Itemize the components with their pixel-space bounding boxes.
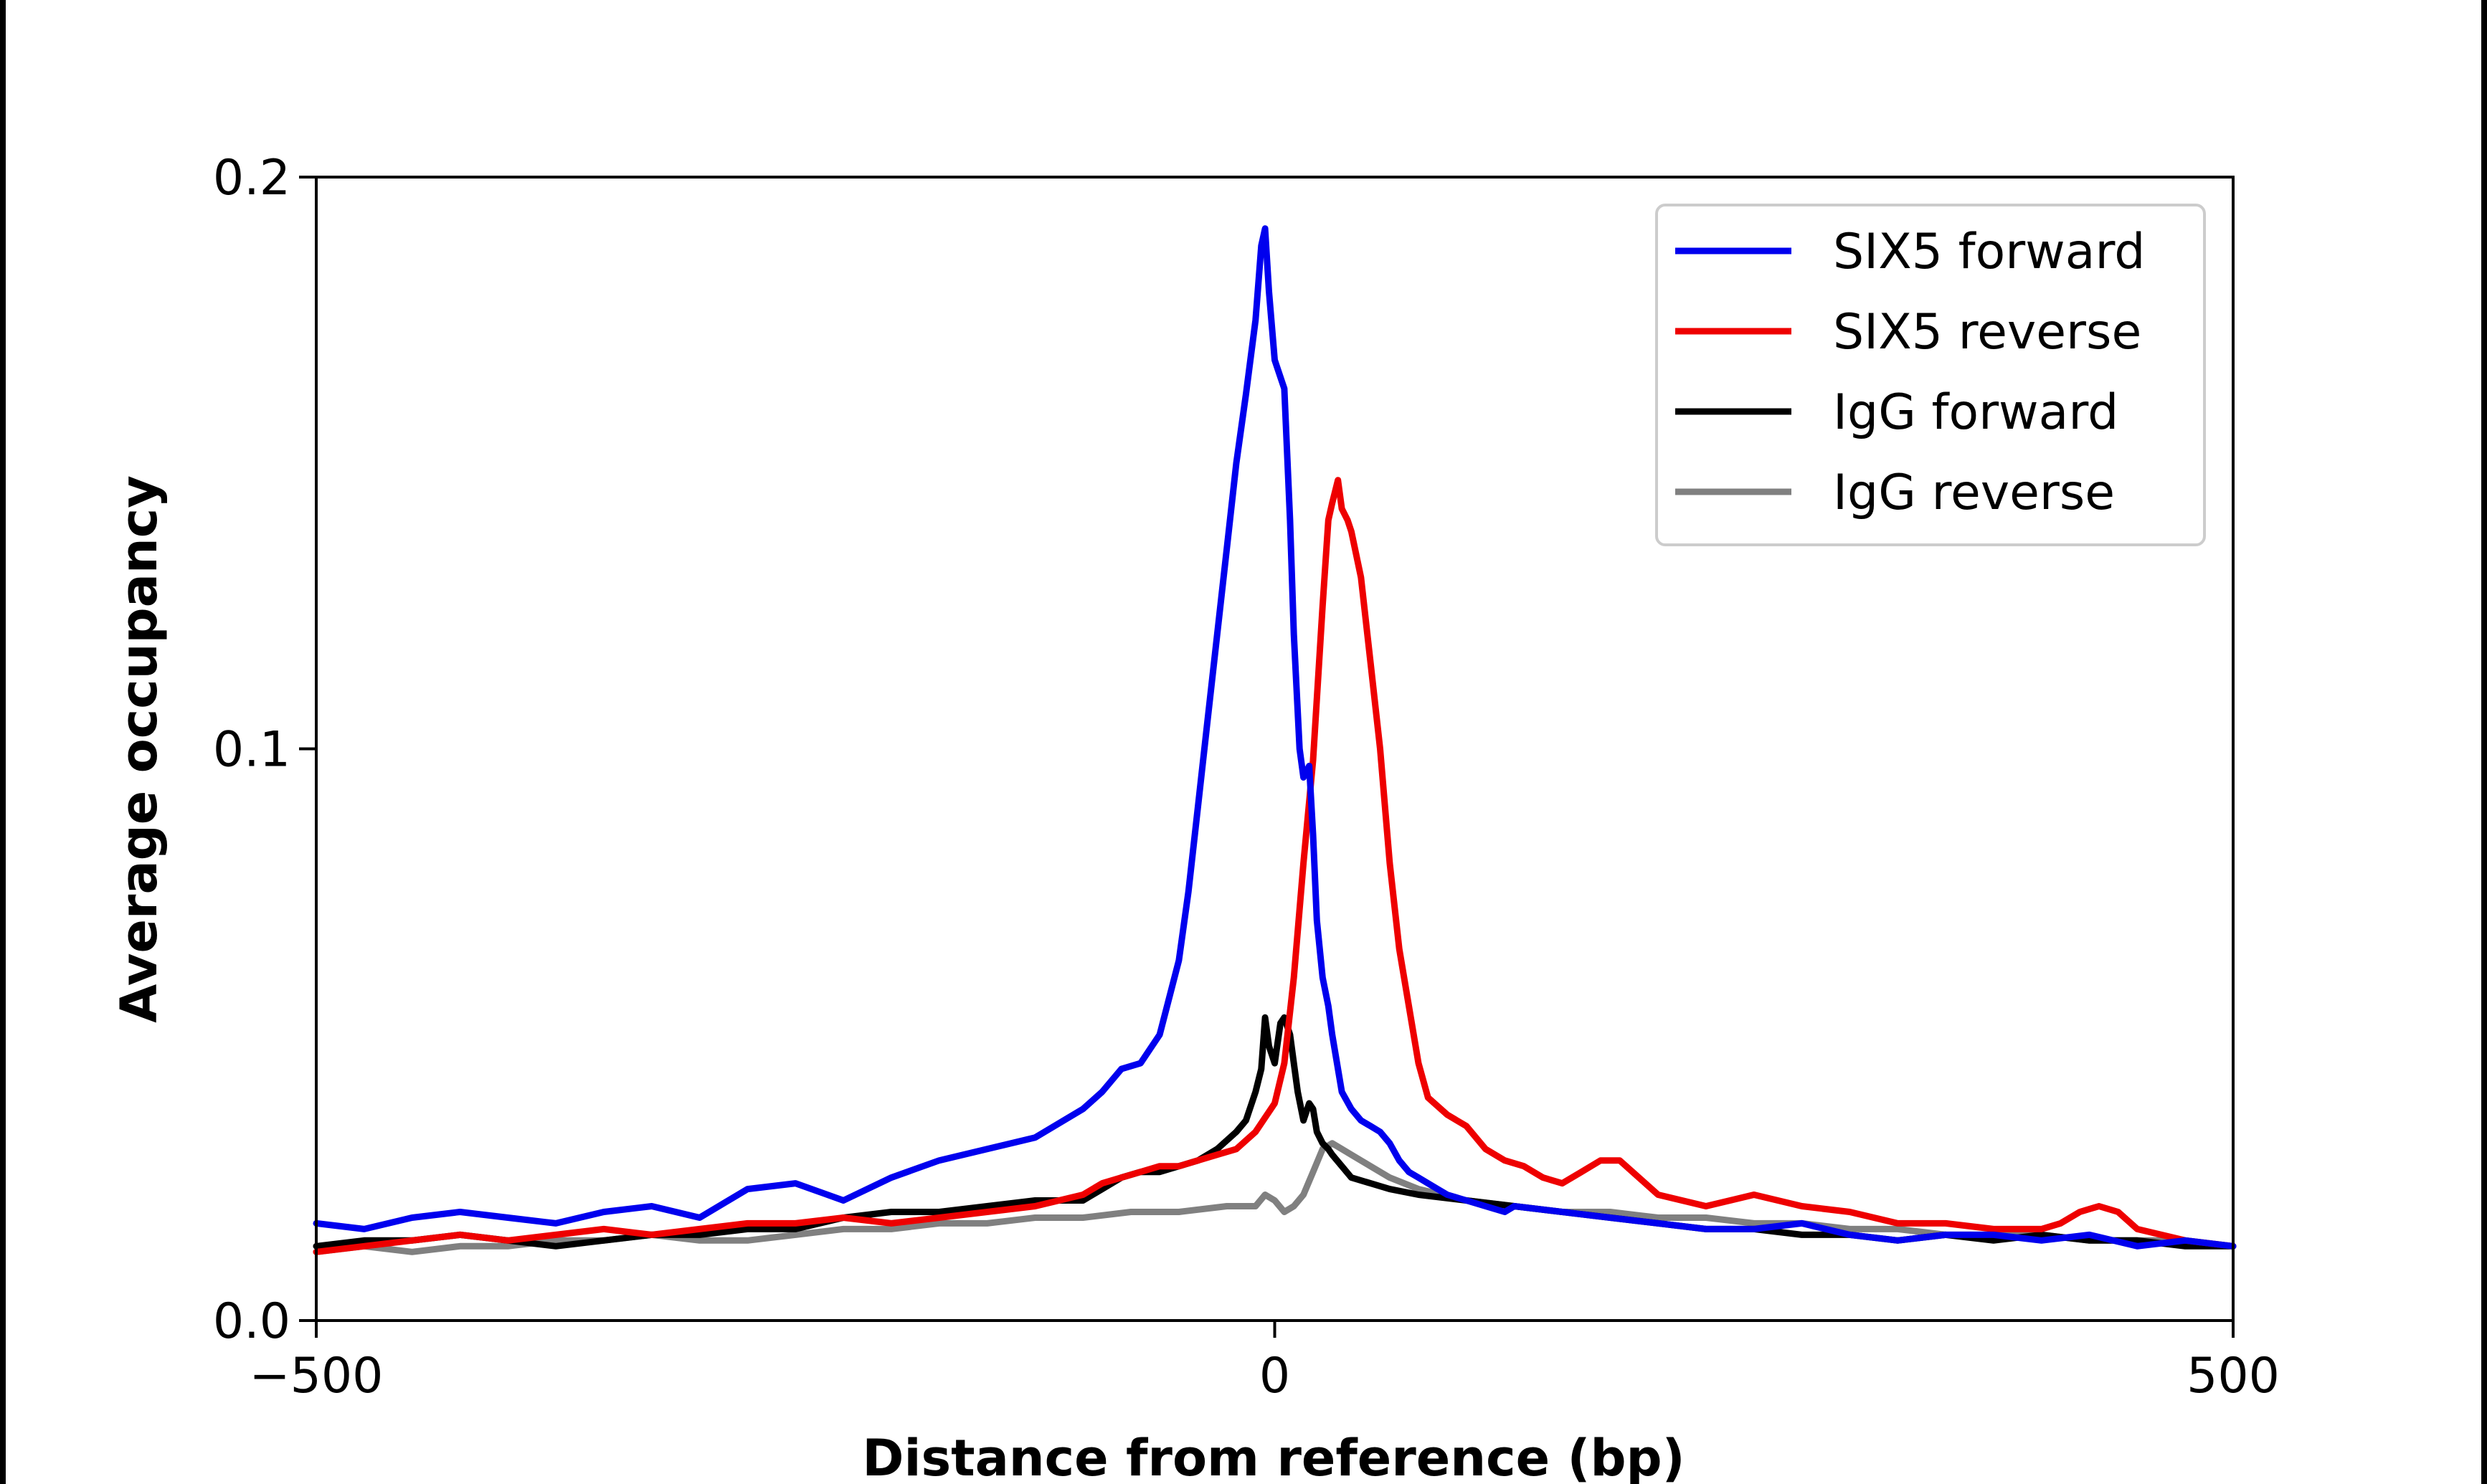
x-tick-label: 0 (1259, 1348, 1290, 1404)
legend-label: SIX5 forward (1833, 224, 2145, 280)
y-axis-label: Average occupancy (110, 475, 169, 1023)
y-tick-label: 0.0 (213, 1293, 290, 1350)
legend-box (1655, 204, 2206, 546)
y-tick-label: 0.2 (213, 150, 290, 206)
legend-label: SIX5 reverse (1833, 304, 2141, 361)
y-axis: 0.0 0.1 0.2 (213, 150, 316, 1350)
left-border (0, 0, 6, 1484)
right-border (2481, 0, 2487, 1484)
y-tick-label: 0.1 (213, 722, 290, 779)
series-line-six5-reverse (313, 477, 2237, 1255)
series-layer (313, 225, 2237, 1255)
series-line-six5-forward (313, 225, 2237, 1250)
legend-entries: SIX5 forward SIX5 reverse IgG forward IgG r… (1675, 224, 2145, 521)
legend-label: IgG reverse (1833, 465, 2115, 521)
legend: SIX5 forward SIX5 reverse IgG forward IgG r… (1655, 204, 2206, 546)
x-tick-label: 500 (2187, 1348, 2280, 1404)
x-axis: −500 0 500 (250, 1321, 2280, 1404)
legend-label: IgG forward (1833, 384, 2118, 441)
x-tick-label: −500 (250, 1348, 384, 1404)
x-axis-label: Distance from reference (bp) (862, 1429, 1685, 1484)
